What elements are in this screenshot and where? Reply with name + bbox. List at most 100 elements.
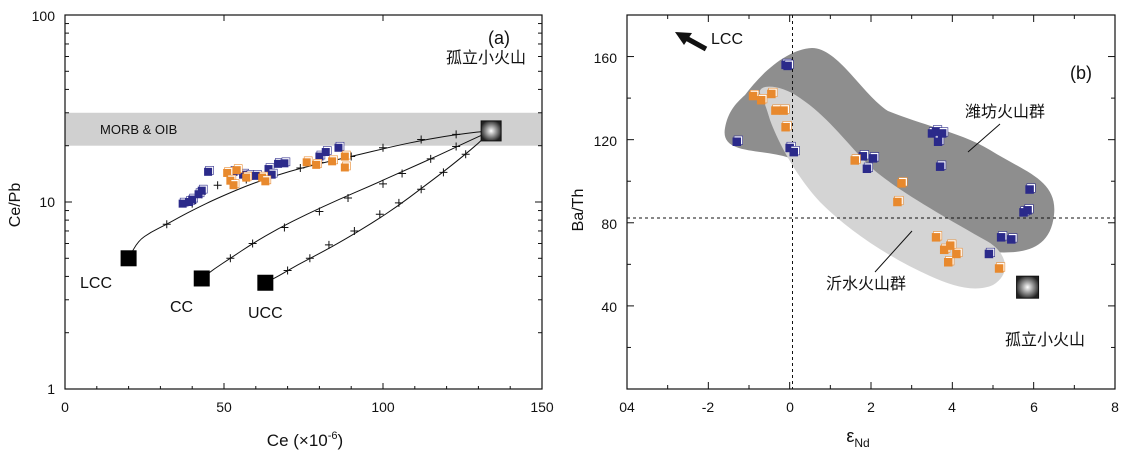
point-orange bbox=[939, 245, 949, 255]
point-blue bbox=[334, 143, 343, 152]
point-blue bbox=[931, 127, 941, 136]
weifang-field bbox=[724, 48, 1055, 253]
isolated-volcano-square bbox=[480, 120, 502, 142]
point-blue bbox=[280, 159, 289, 168]
data-points bbox=[178, 141, 351, 208]
point-blue bbox=[783, 61, 792, 71]
y-tick-label: 10 bbox=[39, 194, 55, 210]
x-tick-label: 4 bbox=[948, 399, 956, 415]
mixing-tick bbox=[248, 239, 257, 248]
point-blue bbox=[1025, 185, 1034, 194]
x-tick-label: 04 bbox=[619, 399, 635, 415]
x-tick-label: -2 bbox=[702, 399, 715, 415]
point-orange bbox=[261, 177, 270, 186]
mixing-tick bbox=[452, 130, 461, 139]
isolated-volcano-marker bbox=[480, 120, 502, 142]
mixing-curve-cc bbox=[201, 130, 492, 279]
mixing-tick bbox=[426, 154, 435, 163]
point-blue bbox=[178, 199, 187, 208]
y-axis-label: Ba/Th bbox=[570, 189, 587, 232]
y-tick-label: 1 bbox=[47, 381, 55, 397]
point-orange bbox=[946, 241, 955, 250]
isolated-volcano-square bbox=[1016, 275, 1040, 299]
point-blue bbox=[321, 148, 330, 157]
axis-ticks bbox=[64, 14, 543, 390]
mixing-tick bbox=[226, 254, 235, 263]
mixing-tick bbox=[417, 135, 426, 144]
mixing-tick bbox=[417, 185, 426, 194]
point-orange bbox=[944, 258, 953, 267]
point-orange bbox=[779, 106, 788, 115]
point-orange bbox=[328, 157, 337, 166]
field-label-weifang: 潍坊火山群 bbox=[965, 103, 1045, 121]
point-blue bbox=[274, 159, 283, 168]
mixing-curve-lcc bbox=[128, 130, 492, 259]
axis-ticks bbox=[626, 14, 1116, 390]
point-orange bbox=[340, 163, 349, 172]
point-blue bbox=[197, 186, 206, 195]
x-axis-label: εNd bbox=[846, 426, 869, 450]
endmember-ucc bbox=[257, 274, 274, 291]
mixing-tick bbox=[280, 223, 289, 232]
field-label-yishui: 沂水火山群 bbox=[826, 275, 906, 293]
mixing-curves bbox=[128, 130, 492, 284]
point-blue bbox=[1007, 235, 1016, 244]
endmember-cc bbox=[193, 270, 210, 287]
point-orange bbox=[931, 233, 941, 242]
plot-frame bbox=[64, 14, 543, 390]
mixing-tick bbox=[213, 181, 222, 190]
x-tick-label: 0 bbox=[786, 399, 794, 415]
mixing-tick bbox=[350, 226, 359, 235]
point-blue bbox=[315, 152, 324, 161]
point-blue bbox=[862, 164, 872, 174]
mixing-tick bbox=[375, 210, 384, 219]
point-blue bbox=[984, 249, 994, 259]
point-orange bbox=[850, 156, 859, 165]
isolated-volcano-label: 孤立小火山 bbox=[1005, 331, 1085, 349]
x-tick-label: 50 bbox=[216, 399, 232, 415]
lcc-arrow-label: LCC bbox=[711, 31, 743, 48]
mixing-tick bbox=[324, 240, 333, 249]
point-orange bbox=[893, 197, 902, 207]
x-tick-label: 6 bbox=[1030, 399, 1038, 415]
point-blue bbox=[789, 147, 798, 157]
point-blue bbox=[933, 137, 943, 146]
field-leader-weifang bbox=[967, 123, 1001, 153]
panel-label: (b) bbox=[1070, 63, 1092, 83]
mixing-tick bbox=[398, 169, 407, 178]
isolated-volcano-label: 孤立小火山 bbox=[446, 49, 526, 67]
mixing-tick bbox=[452, 142, 461, 151]
x-tick-label: 100 bbox=[371, 399, 395, 415]
point-orange bbox=[229, 181, 238, 190]
mixing-tick bbox=[461, 150, 470, 159]
mixing-tick bbox=[439, 168, 448, 177]
point-blue bbox=[204, 167, 213, 176]
point-blue bbox=[858, 152, 868, 161]
morb-oib-band bbox=[65, 112, 542, 146]
endmember-label-cc: CC bbox=[170, 299, 193, 316]
point-orange bbox=[781, 122, 790, 132]
x-axis-label: Ce (×10-6) bbox=[267, 430, 343, 450]
point-orange bbox=[767, 89, 776, 99]
point-blue bbox=[868, 154, 878, 163]
point-orange bbox=[952, 249, 961, 259]
lcc-arrow bbox=[675, 32, 708, 52]
point-orange bbox=[223, 168, 232, 177]
yishui-field bbox=[759, 86, 1006, 289]
y-tick-label: 40 bbox=[601, 299, 617, 315]
morb-oib-label: MORB & OIB bbox=[100, 122, 177, 137]
point-blue bbox=[935, 162, 945, 171]
endmembers bbox=[120, 250, 274, 291]
y-tick-label: 80 bbox=[601, 216, 617, 232]
mixing-tick bbox=[296, 163, 305, 172]
point-blue bbox=[937, 129, 947, 138]
mixing-tick bbox=[344, 194, 353, 203]
panel-a: MORB & OIB 孤立小火山 LCC CC UCC (a) 0 50 100… bbox=[7, 8, 554, 450]
x-tick-label: 2 bbox=[867, 399, 875, 415]
mixing-tick bbox=[162, 220, 171, 229]
point-blue bbox=[188, 195, 197, 204]
point-blue bbox=[732, 137, 742, 146]
y-axis-label: Ce/Pb bbox=[7, 183, 24, 228]
point-orange bbox=[748, 91, 758, 101]
